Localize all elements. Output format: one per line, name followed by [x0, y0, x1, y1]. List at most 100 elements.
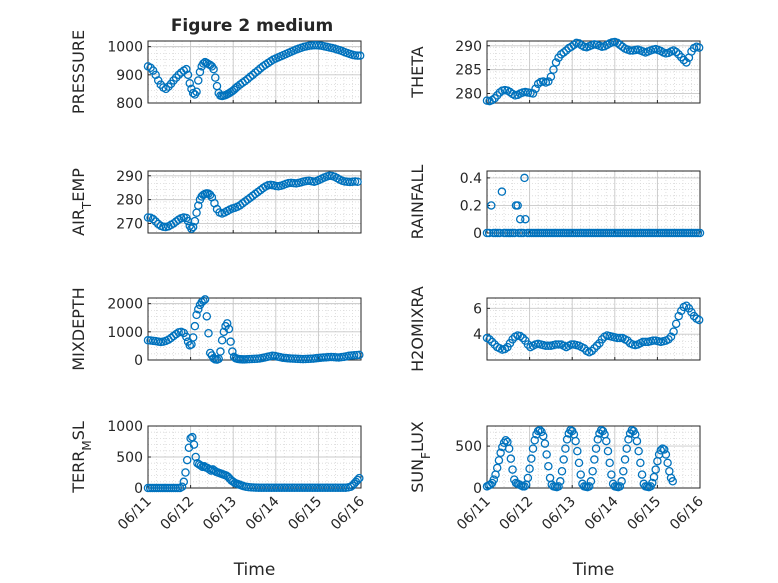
data-point: [205, 190, 215, 200]
data-point: [546, 72, 556, 82]
data-point: [352, 350, 361, 360]
data-point: [199, 296, 208, 306]
data-point: [648, 478, 657, 488]
data-point: [495, 88, 505, 97]
data-point: [549, 65, 558, 74]
data-point: [537, 427, 546, 437]
series-markers: [143, 40, 365, 101]
data-point: [533, 79, 543, 89]
figure-title: Figure 2 medium: [171, 16, 333, 36]
data-point: [544, 77, 553, 86]
data-point: [248, 70, 258, 80]
data-point: [216, 347, 225, 356]
y-axis-label: SUNFLUX: [408, 421, 433, 493]
data-point: [528, 444, 538, 453]
data-point: [190, 321, 200, 331]
data-point: [182, 455, 192, 465]
data-point: [494, 456, 504, 465]
data-point: [171, 73, 181, 82]
data-point: [353, 177, 362, 186]
data-point: [355, 350, 364, 360]
data-point: [671, 47, 681, 57]
data-point: [661, 450, 671, 459]
data-point: [164, 82, 173, 91]
data-point: [148, 66, 158, 75]
data-point: [590, 344, 599, 353]
data-point: [624, 435, 633, 444]
data-point: [607, 470, 616, 479]
axes-box: [486, 297, 701, 361]
data-point: [487, 201, 496, 210]
data-point: [228, 347, 237, 356]
y-tick-label: 285: [455, 63, 482, 79]
series-markers: [143, 295, 364, 364]
y-axis-label: AIRTEMP: [69, 168, 94, 236]
data-point: [518, 333, 528, 343]
data-point: [195, 67, 205, 77]
y-axis-label: PRESSURE: [69, 30, 88, 114]
data-point: [619, 466, 628, 476]
data-point: [209, 64, 218, 74]
data-point: [668, 477, 677, 486]
axes-box: [486, 170, 701, 234]
data-point: [190, 216, 200, 226]
data-point: [169, 76, 178, 85]
data-point: [495, 228, 505, 238]
data-point: [194, 305, 203, 314]
y-tick-label: 500: [116, 450, 143, 466]
data-point: [574, 458, 584, 468]
data-point: [632, 436, 642, 446]
data-point: [554, 482, 563, 491]
data-point: [353, 475, 362, 485]
data-point: [530, 435, 539, 445]
data-point: [181, 468, 190, 477]
y-tick-label: 1000: [107, 419, 143, 435]
series-markers: [482, 37, 704, 106]
data-point: [559, 455, 568, 464]
data-point: [651, 465, 660, 474]
data-point: [557, 466, 567, 476]
data-point: [664, 335, 673, 344]
data-point: [551, 340, 561, 349]
data-point: [617, 477, 626, 486]
data-point: [591, 444, 601, 453]
data-point: [593, 435, 603, 444]
data-point: [506, 454, 516, 463]
series-markers: [143, 432, 364, 493]
data-point: [588, 466, 597, 476]
y-axis-label: RAINFALL: [408, 165, 427, 240]
data-point: [492, 463, 502, 473]
data-point: [518, 228, 528, 238]
data-point: [500, 344, 510, 354]
data-point: [641, 337, 650, 347]
y-tick-label: 0.2: [460, 198, 482, 214]
y-tick-label: 0.4: [460, 171, 482, 187]
data-point: [194, 76, 203, 85]
data-point: [349, 350, 359, 360]
data-point: [694, 43, 704, 52]
data-point: [183, 70, 193, 80]
data-point: [487, 337, 497, 347]
data-point: [648, 336, 658, 345]
data-point: [497, 187, 507, 196]
data-point: [151, 217, 160, 226]
series-markers: [482, 173, 705, 238]
series-markers: [482, 301, 704, 357]
data-point: [561, 444, 570, 453]
data-point: [515, 331, 525, 341]
data-point: [202, 312, 212, 321]
data-point: [200, 295, 210, 304]
data-point: [177, 482, 187, 492]
y-tick-label: 280: [455, 86, 482, 102]
data-point: [189, 440, 199, 449]
data-point: [679, 55, 689, 65]
data-point: [156, 80, 166, 89]
y-tick-label: 2000: [107, 297, 143, 313]
series-markers: [143, 171, 362, 233]
data-point: [185, 79, 194, 88]
data-point: [515, 214, 525, 224]
y-axis-label: H2OMIXRA: [408, 286, 427, 372]
data-point: [245, 72, 255, 82]
data-point: [567, 340, 576, 349]
y-tick-label: 6: [473, 301, 482, 317]
